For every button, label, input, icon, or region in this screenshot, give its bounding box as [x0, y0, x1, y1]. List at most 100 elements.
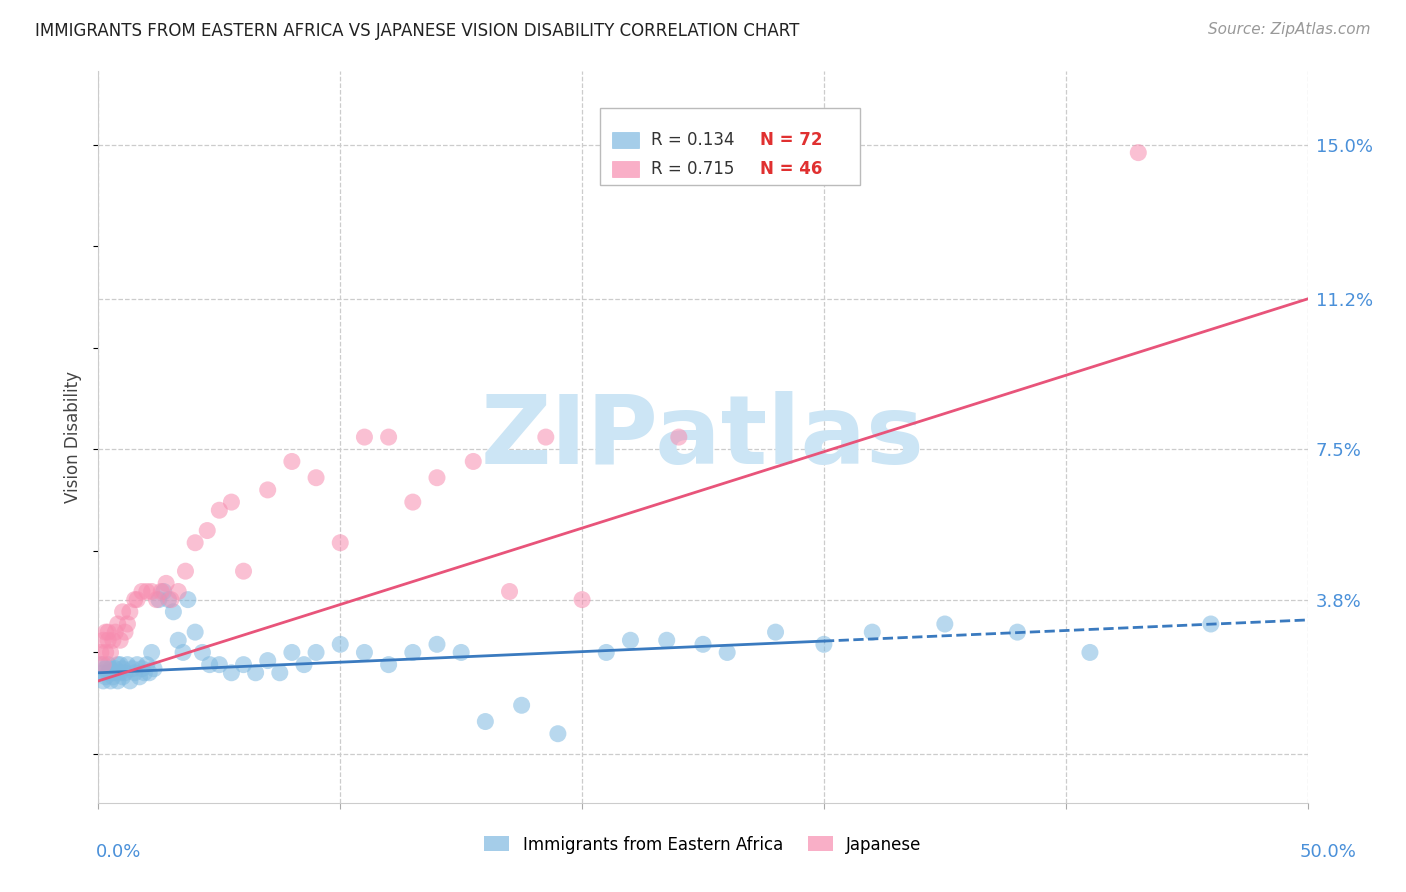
Point — [150, 584, 173, 599]
Point — [547, 727, 569, 741]
Point — [595, 645, 617, 659]
Point — [813, 637, 835, 651]
Point — [571, 592, 593, 607]
Point — [463, 454, 485, 468]
Point — [117, 657, 139, 672]
Point — [101, 665, 124, 680]
Point — [134, 665, 156, 680]
Text: 50.0%: 50.0% — [1301, 843, 1357, 861]
Point — [104, 625, 127, 640]
Point — [107, 673, 129, 688]
Point — [104, 665, 127, 680]
Point — [91, 665, 114, 680]
Point — [90, 657, 112, 672]
Point — [195, 524, 218, 538]
Point — [97, 665, 120, 680]
Point — [104, 662, 127, 676]
Point — [198, 657, 221, 672]
Point — [138, 665, 160, 680]
Point — [155, 576, 177, 591]
FancyBboxPatch shape — [613, 161, 638, 178]
Point — [114, 625, 136, 640]
Point — [97, 625, 120, 640]
Point — [221, 495, 243, 509]
Text: N = 72: N = 72 — [759, 131, 823, 149]
Point — [124, 592, 146, 607]
Point — [167, 584, 190, 599]
Point — [127, 657, 149, 672]
Point — [101, 633, 124, 648]
Point — [281, 454, 304, 468]
Point — [426, 471, 449, 485]
Point — [256, 654, 278, 668]
Point — [765, 625, 787, 640]
Point — [221, 665, 243, 680]
Point — [934, 617, 956, 632]
Point — [101, 670, 124, 684]
Point — [1199, 617, 1222, 632]
Point — [118, 605, 141, 619]
Point — [127, 592, 149, 607]
Point — [91, 657, 114, 672]
Point — [184, 535, 207, 549]
Point — [108, 665, 131, 680]
Point — [111, 662, 134, 676]
Point — [716, 645, 738, 659]
Point — [94, 662, 117, 676]
Text: IMMIGRANTS FROM EASTERN AFRICA VS JAPANESE VISION DISABILITY CORRELATION CHART: IMMIGRANTS FROM EASTERN AFRICA VS JAPANE… — [35, 22, 800, 40]
Point — [160, 592, 183, 607]
Point — [91, 673, 114, 688]
Point — [131, 584, 153, 599]
Point — [172, 645, 194, 659]
Point — [402, 645, 425, 659]
Text: N = 46: N = 46 — [759, 161, 823, 178]
Point — [329, 535, 352, 549]
Point — [655, 633, 678, 648]
Text: R = 0.134: R = 0.134 — [651, 131, 734, 149]
Legend: Immigrants from Eastern Africa, Japanese: Immigrants from Eastern Africa, Japanese — [478, 829, 928, 860]
Point — [402, 495, 425, 509]
Point — [152, 584, 174, 599]
Point — [292, 657, 315, 672]
Point — [668, 430, 690, 444]
Point — [191, 645, 214, 659]
Point — [860, 625, 883, 640]
Point — [426, 637, 449, 651]
Point — [94, 645, 117, 659]
Point — [135, 657, 157, 672]
Point — [157, 592, 180, 607]
FancyBboxPatch shape — [600, 108, 860, 185]
Point — [91, 633, 114, 648]
Point — [107, 657, 129, 672]
Point — [1007, 625, 1029, 640]
Point — [111, 605, 134, 619]
Point — [124, 665, 146, 680]
Point — [145, 592, 167, 607]
Text: R = 0.715: R = 0.715 — [651, 161, 734, 178]
Point — [692, 637, 714, 651]
Point — [1128, 145, 1150, 160]
Point — [131, 662, 153, 676]
Point — [118, 673, 141, 688]
Point — [162, 605, 184, 619]
Point — [353, 430, 375, 444]
Point — [619, 633, 641, 648]
Point — [256, 483, 278, 497]
Point — [141, 584, 163, 599]
Point — [305, 471, 328, 485]
FancyBboxPatch shape — [613, 132, 638, 148]
Point — [174, 564, 197, 578]
Point — [184, 625, 207, 640]
Point — [232, 564, 254, 578]
Point — [94, 670, 117, 684]
Point — [269, 665, 291, 680]
Point — [107, 617, 129, 632]
Point — [177, 592, 200, 607]
Point — [353, 645, 375, 659]
Point — [100, 673, 122, 688]
Point — [474, 714, 496, 729]
Text: 0.0%: 0.0% — [96, 843, 141, 861]
Point — [245, 665, 267, 680]
Point — [498, 584, 520, 599]
Point — [534, 430, 557, 444]
